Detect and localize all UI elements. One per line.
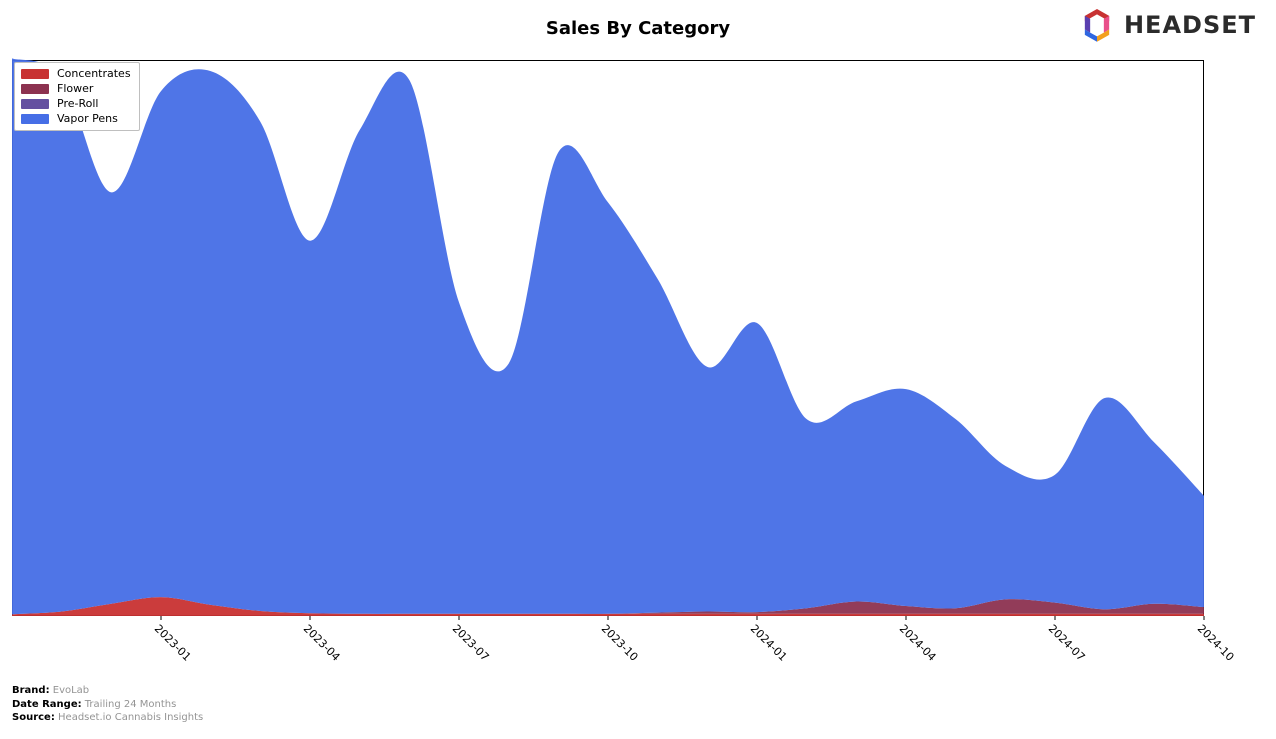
legend: ConcentratesFlowerPre-RollVapor Pens [14, 62, 140, 131]
footer-label: Date Range: [12, 699, 82, 710]
headset-logo: HEADSET [1078, 6, 1256, 44]
footer-line: Date Range: Trailing 24 Months [12, 698, 203, 712]
legend-label: Pre-Roll [57, 97, 98, 112]
footer-line: Brand: EvoLab [12, 684, 203, 698]
footer-label: Source: [12, 712, 55, 723]
series-vapor-pens [12, 58, 1204, 614]
legend-swatch [21, 69, 49, 79]
chart-container: Sales By Category HEADSET ConcentratesFl… [0, 0, 1276, 739]
footer-label: Brand: [12, 685, 50, 696]
xtick-label: 2023-01 [152, 622, 194, 664]
legend-item: Flower [21, 82, 131, 97]
footer-value: Trailing 24 Months [82, 699, 177, 710]
xtick-label: 2024-01 [748, 622, 790, 664]
legend-label: Flower [57, 82, 93, 97]
xtick-label: 2024-10 [1195, 622, 1237, 664]
area-chart [12, 60, 1204, 616]
footer-metadata: Brand: EvoLabDate Range: Trailing 24 Mon… [12, 684, 203, 725]
legend-swatch [21, 84, 49, 94]
footer-value: EvoLab [50, 685, 90, 696]
footer-value: Headset.io Cannabis Insights [55, 712, 203, 723]
legend-swatch [21, 99, 49, 109]
legend-label: Vapor Pens [57, 112, 118, 127]
headset-logo-text: HEADSET [1124, 11, 1256, 39]
xtick-label: 2023-10 [599, 622, 641, 664]
xtick-label: 2023-07 [450, 622, 492, 664]
legend-label: Concentrates [57, 67, 131, 82]
legend-swatch [21, 114, 49, 124]
xtick-label: 2024-07 [1046, 622, 1088, 664]
legend-item: Vapor Pens [21, 112, 131, 127]
legend-item: Concentrates [21, 67, 131, 82]
footer-line: Source: Headset.io Cannabis Insights [12, 711, 203, 725]
xtick-label: 2024-04 [897, 622, 939, 664]
xtick-label: 2023-04 [301, 622, 343, 664]
legend-item: Pre-Roll [21, 97, 131, 112]
headset-logo-icon [1078, 6, 1116, 44]
